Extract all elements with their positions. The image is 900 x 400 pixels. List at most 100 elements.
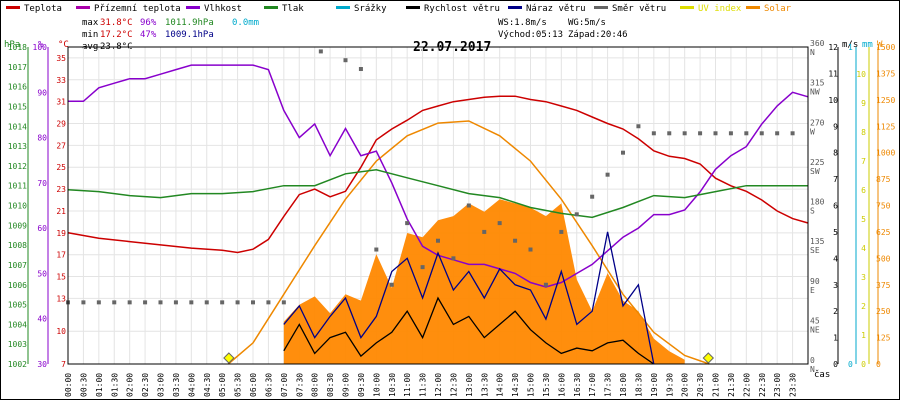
- wind-tick-label: 4: [833, 254, 838, 263]
- x-tick-label: 20:00: [681, 373, 690, 397]
- x-tick-label: 17:30: [604, 373, 613, 397]
- temp-tick-label: 33: [56, 76, 66, 85]
- humidity-tick-label: 50: [37, 269, 47, 278]
- direction-tick-label: SE: [810, 246, 820, 255]
- x-tick-label: 17:00: [588, 373, 597, 397]
- legend-item-label: Rychlost větru: [424, 4, 500, 14]
- x-tick-label: 09:00: [342, 373, 351, 397]
- wind-direction-point: [574, 212, 579, 217]
- legend-swatch: [264, 6, 278, 9]
- direction-tick-label: 315: [810, 79, 825, 88]
- direction-tick-label: 45: [810, 316, 820, 325]
- temp-unit: °C: [58, 40, 69, 50]
- x-tick-label: 05:30: [234, 373, 243, 397]
- wind-direction-point: [543, 282, 548, 287]
- wind-tick-label: 8: [833, 149, 838, 158]
- series-line: [67, 169, 808, 219]
- solar-unit: W: [877, 40, 883, 50]
- series-line: [68, 64, 809, 288]
- rain-tick-label: 0: [848, 360, 853, 369]
- x-tick-label: 08:00: [311, 373, 320, 397]
- direction-tick-label: E: [810, 286, 815, 295]
- wind-direction-point: [343, 58, 348, 63]
- x-tick-label: 18:00: [619, 373, 628, 397]
- uv-tick-label: 0: [861, 360, 866, 369]
- wind-direction-point: [513, 238, 518, 243]
- stat-max-rain: 0.0mm: [232, 18, 259, 28]
- legend-item-label: Srážky: [354, 4, 387, 14]
- direction-tick-label: 90: [810, 277, 820, 286]
- wind-direction-point: [436, 238, 440, 243]
- pressure-tick-label: 1015: [8, 102, 27, 111]
- x-tick-label: 12:00: [434, 373, 443, 397]
- legend-swatch: [406, 6, 420, 9]
- solar-tick-label: 500: [876, 254, 891, 263]
- uv-tick-label: 9: [861, 99, 866, 108]
- sun-marker: [702, 352, 715, 364]
- wind-direction-point: [744, 131, 749, 136]
- stat-max-temp: 31.8°C: [100, 18, 133, 28]
- wind-direction-point: [158, 300, 163, 305]
- pressure-tick-label: 1005: [8, 301, 27, 310]
- wind-direction-point: [651, 131, 656, 136]
- rain-tick-label: 1: [848, 43, 853, 52]
- temp-tick-label: 27: [56, 141, 66, 150]
- solar-tick-label: 375: [876, 281, 891, 290]
- x-tick-label: 11:30: [419, 373, 428, 397]
- solar-tick-label: 750: [876, 202, 891, 211]
- wind-direction-point: [358, 67, 363, 72]
- wind-direction-point: [698, 131, 703, 136]
- legend-item-label: Solar: [764, 4, 792, 14]
- temp-tick-label: 21: [56, 207, 66, 216]
- legend-swatch: [76, 6, 90, 9]
- humidity-tick-label: 80: [37, 134, 47, 143]
- direction-tick-label: 0: [810, 356, 815, 365]
- stat-min-temp: 17.2°C: [100, 30, 133, 40]
- solar-tick-label: 1500: [876, 43, 895, 52]
- x-tick-label: 06:30: [264, 373, 273, 397]
- wind-direction-point: [127, 300, 132, 305]
- pressure-tick-label: 1013: [8, 142, 27, 151]
- wind-direction-point: [621, 150, 625, 155]
- legend-item-label: Přízemní teplota: [94, 4, 181, 14]
- direction-tick-label: 135: [810, 237, 825, 246]
- wind-tick-label: 0: [833, 360, 838, 369]
- temp-tick-label: 25: [56, 163, 66, 172]
- pressure-tick-label: 1003: [8, 340, 27, 349]
- pressure-tick-label: 1018: [8, 43, 27, 52]
- pressure-unit: hPa: [4, 40, 20, 50]
- x-tick-label: 07:00: [280, 373, 289, 397]
- uv-tick-label: 7: [861, 157, 866, 166]
- wind-direction-point: [189, 300, 194, 305]
- plot-area-border: [67, 46, 809, 365]
- x-tick-label: 01:00: [95, 373, 104, 397]
- uv-tick-label: 10: [856, 70, 866, 79]
- uv-tick-label: 6: [861, 186, 866, 195]
- wind-info: WS:1.8m/s WG:5m/s Východ:05:13 Západ:20:…: [498, 18, 628, 40]
- sunrise-time: Východ:05:13: [498, 30, 563, 40]
- wind-direction-point: [466, 203, 471, 208]
- stat-min-humidity: 47%: [140, 30, 157, 40]
- wind-direction-point: [96, 300, 101, 305]
- wind-tick-label: 11: [828, 69, 838, 78]
- stat-max-label: max: [82, 18, 99, 28]
- direction-tick-label: 180: [810, 198, 825, 207]
- x-tick-label: 19:30: [665, 373, 674, 397]
- legend-swatch: [6, 6, 20, 9]
- wind-direction-point: [759, 131, 764, 136]
- x-tick-label: 22:30: [758, 373, 767, 397]
- temp-tick-label: 13: [56, 294, 66, 303]
- uv-tick-label: 3: [861, 273, 866, 282]
- x-tick-label: 15:00: [527, 373, 536, 397]
- x-tick-label: 23:30: [789, 373, 798, 397]
- wind-direction-point: [528, 247, 533, 252]
- direction-tick-label: N: [810, 365, 815, 374]
- x-tick-label: 09:30: [357, 373, 366, 397]
- stat-max-pressure: 1011.9hPa: [165, 18, 214, 28]
- x-tick-label: 06:00: [249, 373, 258, 397]
- x-tick-label: 04:00: [187, 373, 196, 397]
- solar-tick-label: 625: [876, 228, 891, 237]
- sunset-time: Západ:20:46: [568, 30, 628, 40]
- temp-tick-label: 35: [56, 54, 66, 63]
- humidity-tick-label: 30: [37, 360, 47, 369]
